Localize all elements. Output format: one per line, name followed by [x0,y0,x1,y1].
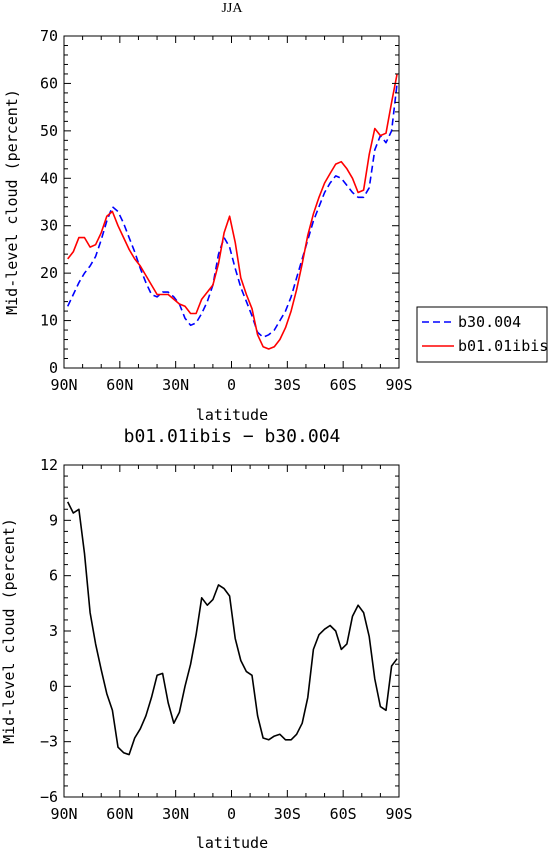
bottom-y-axis-label: Mid-level cloud (percent) [0,518,18,744]
bottom-xtick-label: 90S [385,805,412,823]
top-ytick-label: 50 [40,122,58,140]
top-ytick-label: 60 [40,74,58,92]
top-series-line-b30-004 [66,83,398,339]
top-ytick-label: 10 [40,312,58,330]
bottom-ytick-label: 0 [49,677,58,695]
top-ytick-label: 30 [40,217,58,235]
top-ytick-label: 0 [49,359,58,377]
bottom-xtick-label: 0 [227,805,236,823]
bottom-ytick-label: 9 [49,511,58,529]
bottom-chart-title: b01.01ibis − b30.004 [124,426,341,447]
bottom-y-ticks: −6 −3 0 3 6 9 12 [40,456,399,806]
top-plot-frame [63,35,400,369]
top-xtick-label: 60N [106,376,133,394]
bottom-x-axis-label: latitude [196,834,268,851]
bottom-xtick-label: 30N [162,805,189,823]
top-chart-title: JJA [221,1,243,16]
top-xtick-label: 0 [227,376,236,394]
bottom-xtick-label: 60S [330,805,357,823]
top-plot-area [66,73,398,350]
bottom-ytick-label: −3 [40,733,58,751]
top-y-ticks: 0 10 20 30 40 50 60 70 [40,27,399,377]
bottom-ytick-label: −6 [40,788,58,806]
top-series-line-b01-01ibis [67,73,398,350]
bottom-xtick-label: 30S [274,805,301,823]
top-xtick-label: 30S [274,376,301,394]
top-y-axis-label: Mid-level cloud (percent) [3,89,21,315]
top-xtick-label: 90S [385,376,412,394]
bottom-ytick-label: 12 [40,456,58,474]
bottom-ytick-label: 3 [49,622,58,640]
top-ytick-label: 70 [40,27,58,45]
top-x-ticks: 90N 60N 30N 0 30S 60S 90S [50,36,413,394]
bottom-plot-area [66,501,398,756]
top-ytick-label: 20 [40,264,58,282]
legend-box [416,306,548,363]
bottom-xtick-label: 60N [106,805,133,823]
top-xtick-label: 30N [162,376,189,394]
legend-label-b01: b01.01ibis [458,337,548,355]
top-xtick-label: 90N [50,376,77,394]
legend: b30.004 b01.01ibis [416,306,548,363]
top-x-axis-label: latitude [196,406,268,424]
bottom-chart-panel: b01.01ibis − b30.004 −6 −3 0 3 6 9 12 90N 60N 30… [0,426,413,851]
top-xtick-label: 60S [330,376,357,394]
legend-label-b30: b30.004 [458,313,521,331]
bottom-x-ticks: 90N 60N 30N 0 30S 60S 90S [50,465,413,823]
bottom-series-line-0 [66,501,398,756]
bottom-xtick-label: 90N [50,805,77,823]
bottom-ytick-label: 6 [49,567,58,585]
top-ytick-label: 40 [40,169,58,187]
